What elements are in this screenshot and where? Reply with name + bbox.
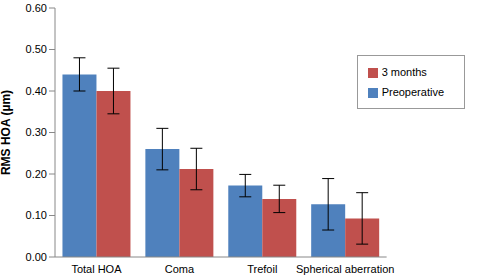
svg-text:0.00: 0.00: [26, 251, 47, 263]
html-text:3 months: 3 months: [381, 66, 427, 78]
svg-text:0.20: 0.20: [26, 168, 47, 180]
svg-text:0.50: 0.50: [26, 43, 47, 55]
svg-text:Total HOA: Total HOA: [71, 263, 122, 275]
svg-text:Coma: Coma: [165, 263, 195, 275]
svg-text:Trefoil: Trefoil: [247, 263, 277, 275]
html-text:Preoperative: Preoperative: [381, 86, 444, 98]
svg-text:0.60: 0.60: [26, 2, 47, 14]
svg-text:RMS HOA (µm): RMS HOA (µm): [8, 90, 13, 175]
svg-text:Spherical aberration: Spherical aberration: [296, 263, 394, 275]
svg-text:0.30: 0.30: [26, 126, 47, 138]
svg-text:0.40: 0.40: [26, 85, 47, 97]
svg-text:0.10: 0.10: [26, 209, 47, 221]
